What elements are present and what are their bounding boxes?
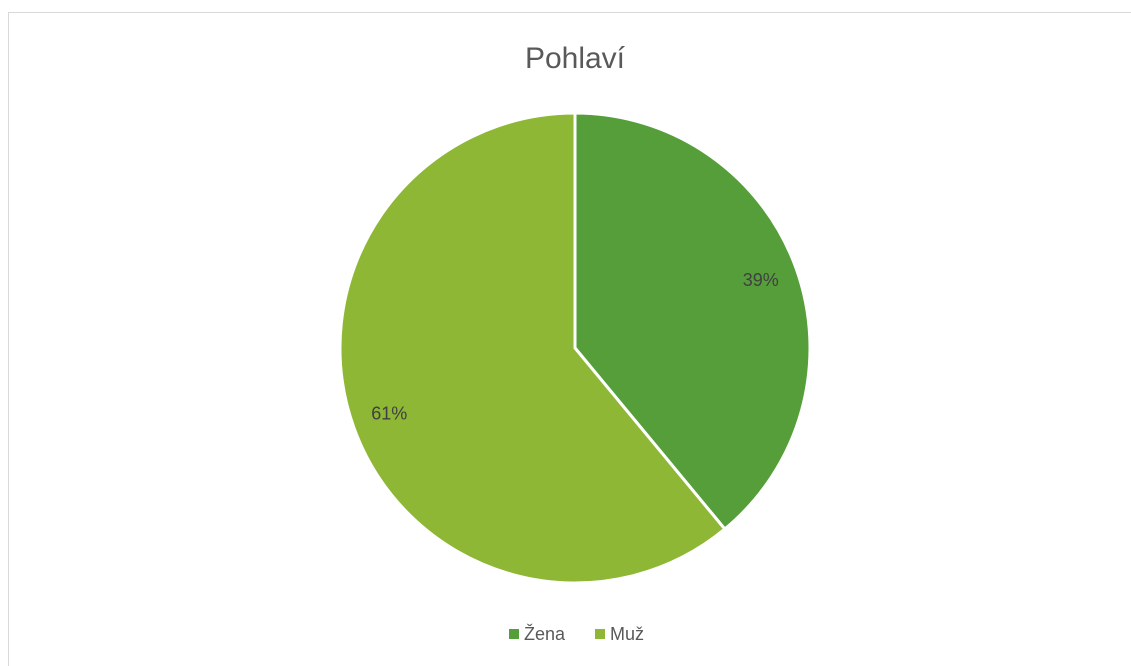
data-label: 61% (371, 404, 407, 424)
chart-title: Pohlaví (525, 42, 626, 75)
legend-label: Muž (610, 624, 644, 644)
pie-slice (573, 111, 812, 532)
legend-swatch (509, 629, 519, 639)
pie-slice (338, 111, 727, 585)
data-label: 39% (743, 270, 779, 290)
legend-label: Žena (524, 624, 566, 644)
legend-swatch (595, 629, 605, 639)
